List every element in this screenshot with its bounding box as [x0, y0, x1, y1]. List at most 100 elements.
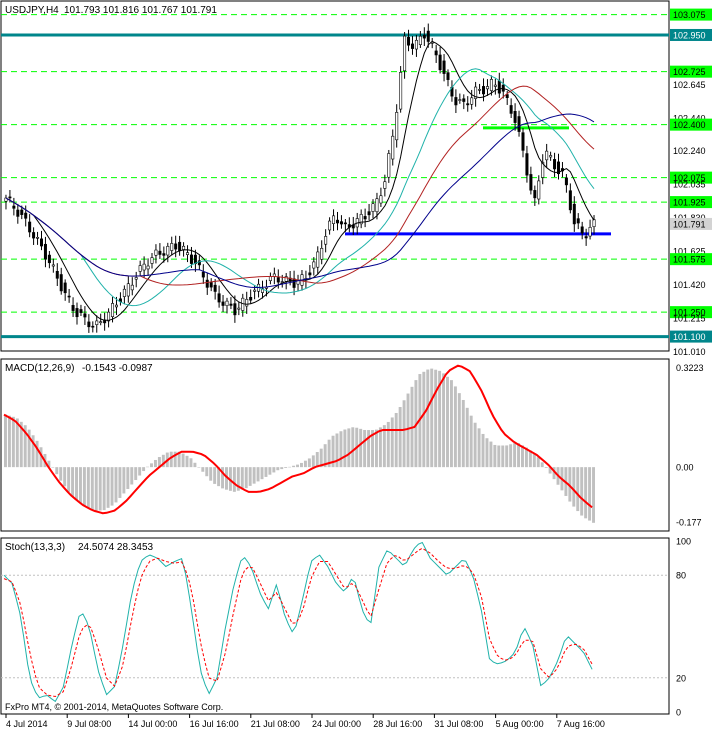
- candle-body: [312, 261, 316, 269]
- candle-body: [525, 153, 529, 176]
- candle-body: [588, 226, 592, 237]
- macd-histogram-bar: [134, 467, 138, 481]
- candle-body: [233, 303, 237, 316]
- macd-histogram-bar: [347, 428, 351, 468]
- candle-body: [170, 243, 174, 251]
- candle-body: [83, 313, 87, 318]
- macd-histogram-bar: [473, 422, 477, 468]
- candle-body: [564, 177, 568, 186]
- candle-body: [217, 293, 221, 303]
- macd-histogram-bar: [398, 406, 402, 468]
- candle-body: [134, 277, 138, 280]
- macd-histogram-bar: [4, 414, 7, 468]
- macd-histogram-bar: [90, 467, 94, 511]
- candle-body: [497, 80, 501, 94]
- macd-histogram-bar: [394, 412, 398, 468]
- macd-histogram-bar: [82, 467, 86, 506]
- candle-body: [568, 190, 572, 211]
- macd-histogram-bar: [343, 429, 347, 468]
- macd-histogram-bar: [402, 400, 406, 468]
- stoch-tick-label: 20: [676, 673, 686, 683]
- time-tick-label: 14 Jul 00:00: [128, 719, 177, 729]
- candle-body: [478, 89, 482, 91]
- macd-histogram-bar: [75, 467, 78, 500]
- macd-histogram-bar: [185, 455, 189, 468]
- candle-body: [442, 60, 446, 74]
- macd-tick-label: -0.177: [676, 517, 702, 527]
- candle-body: [332, 215, 336, 224]
- macd-histogram-bar: [272, 467, 276, 473]
- macd-histogram-bar: [544, 467, 548, 468]
- candle-body: [158, 250, 162, 255]
- macd-histogram-bar: [256, 467, 260, 482]
- macd-histogram-bar: [114, 467, 118, 503]
- macd-histogram-bar: [521, 445, 524, 468]
- candle-body: [36, 237, 40, 239]
- candle-body: [268, 276, 272, 281]
- macd-histogram-bar: [221, 467, 225, 489]
- price-label-box: [670, 217, 712, 230]
- macd-histogram-bar: [457, 393, 461, 468]
- macd-histogram-bar: [434, 369, 438, 468]
- macd-histogram-bar: [374, 429, 378, 468]
- macd-histogram-bar: [572, 467, 576, 507]
- macd-histogram-bar: [31, 435, 35, 468]
- candle-body: [367, 211, 371, 216]
- macd-histogram-bar: [11, 416, 15, 468]
- macd-histogram-bar: [588, 467, 592, 521]
- candle-body: [572, 203, 576, 225]
- macd-histogram-bar: [197, 467, 201, 468]
- macd-histogram-bar: [477, 428, 481, 468]
- candle-body: [363, 216, 367, 220]
- macd-histogram-bar: [335, 433, 339, 468]
- candle-body: [111, 303, 115, 317]
- candle-body: [580, 226, 584, 234]
- candle-body: [91, 325, 95, 328]
- copyright-text: FxPro MT4, © 2001-2014, MetaQuotes Softw…: [5, 702, 223, 712]
- macd-histogram-bar: [351, 427, 355, 468]
- candle-body: [114, 304, 118, 308]
- price-tick-label: 102.950: [673, 30, 706, 40]
- candle-body: [32, 232, 36, 239]
- macd-histogram-bar: [244, 467, 248, 489]
- candle-body: [4, 197, 8, 202]
- price-label-box: [670, 330, 712, 343]
- candle-body: [485, 86, 489, 90]
- candle-body: [107, 311, 111, 322]
- time-tick-label: 9 Jul 08:00: [67, 719, 111, 729]
- candle-body: [509, 105, 513, 114]
- macd-histogram-bar: [446, 376, 449, 468]
- time-tick-label: 28 Jul 16:00: [373, 719, 422, 729]
- macd-histogram-bar: [568, 467, 572, 502]
- macd-histogram-bar: [323, 444, 327, 468]
- price-tick-label: 102.440: [673, 114, 706, 124]
- candle-body: [517, 116, 521, 132]
- candle-body: [225, 300, 229, 306]
- candle-body: [75, 308, 79, 318]
- candle-body: [533, 190, 537, 199]
- macd-histogram-bar: [35, 440, 39, 468]
- macd-histogram-bar: [276, 467, 280, 471]
- macd-histogram-bar: [268, 467, 272, 475]
- price-label-box: [670, 253, 712, 266]
- macd-histogram-bar: [94, 467, 98, 511]
- macd-histogram-bar: [442, 373, 446, 468]
- candle-body: [8, 196, 12, 199]
- candle-body: [174, 243, 178, 250]
- candle-body: [383, 181, 387, 189]
- macd-tick-label: 0.00: [676, 463, 694, 473]
- stoch-tick-label: 0: [676, 708, 681, 718]
- macd-histogram-bar: [386, 421, 390, 468]
- macd-histogram-bar: [157, 457, 161, 468]
- macd-histogram-bar: [300, 462, 303, 468]
- candle-body: [343, 222, 347, 225]
- time-tick-label: 5 Aug 00:00: [496, 719, 544, 729]
- candle-body: [12, 205, 16, 209]
- macd-histogram-bar: [528, 450, 532, 468]
- candle-body: [205, 279, 209, 288]
- price-tick-label: 101.250: [673, 308, 706, 318]
- macd-histogram-bar: [359, 428, 363, 468]
- macd-histogram-bar: [153, 459, 157, 468]
- candle-body: [47, 254, 51, 264]
- candle-body: [154, 249, 158, 256]
